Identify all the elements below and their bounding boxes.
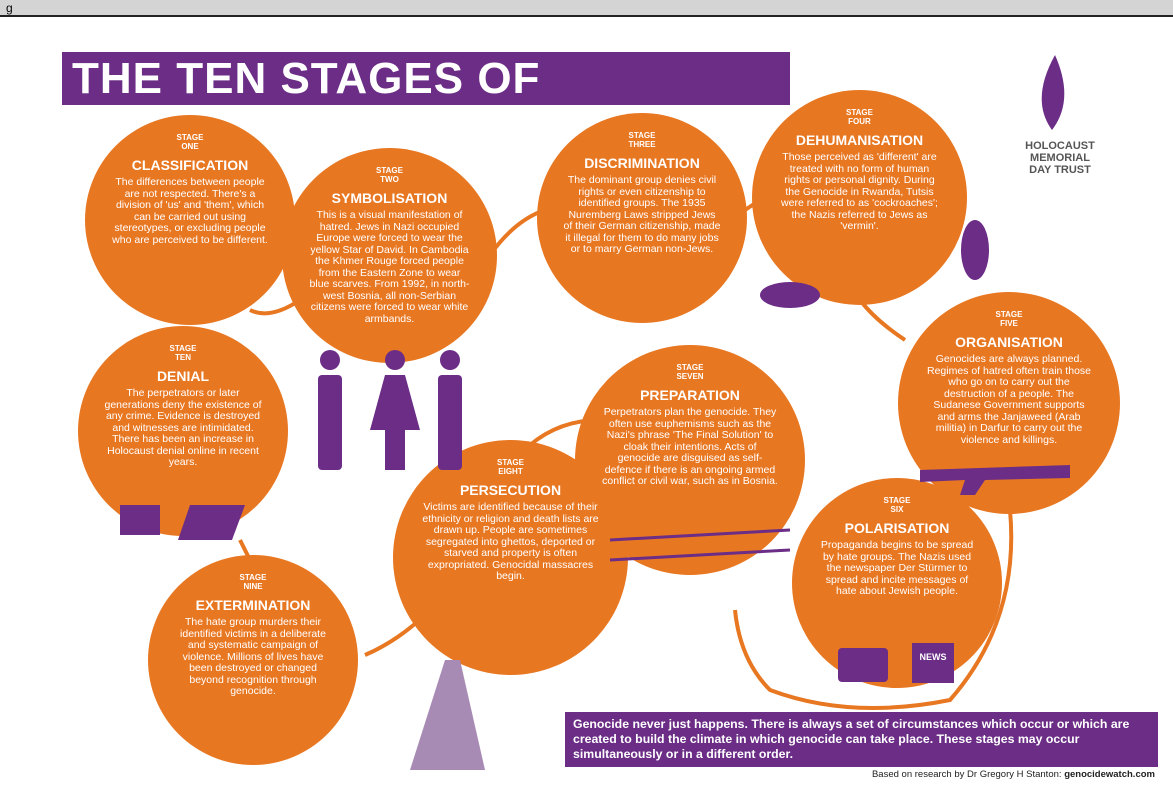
cockroach <box>961 220 989 280</box>
rail-track <box>410 660 485 770</box>
logo-line: MEMORIAL <box>1010 152 1110 164</box>
logo-line: DAY TRUST <box>1010 164 1110 176</box>
icons: NEWS <box>0 0 1173 802</box>
credit-link: genocidewatch.com <box>1064 769 1155 780</box>
barbed-wire <box>610 530 790 540</box>
rifle <box>920 465 1070 495</box>
logo-line: HOLOCAUST <box>1010 140 1110 152</box>
people <box>318 350 462 470</box>
newspaper <box>912 643 954 683</box>
barbed-wire <box>610 550 790 560</box>
rat <box>760 282 820 308</box>
page: g THE TEN STAGES OF GENOCIDE STAGEONECLA… <box>0 0 1173 802</box>
flame <box>1042 55 1065 130</box>
footer-note: Genocide never just happens. There is al… <box>565 712 1158 767</box>
book <box>178 505 245 540</box>
radio <box>838 648 888 682</box>
credit: Based on research by Dr Gregory H Stanto… <box>872 769 1155 780</box>
computer <box>120 505 160 535</box>
news-label: NEWS <box>920 652 947 662</box>
credit-text: Based on research by Dr Gregory H Stanto… <box>872 769 1064 780</box>
